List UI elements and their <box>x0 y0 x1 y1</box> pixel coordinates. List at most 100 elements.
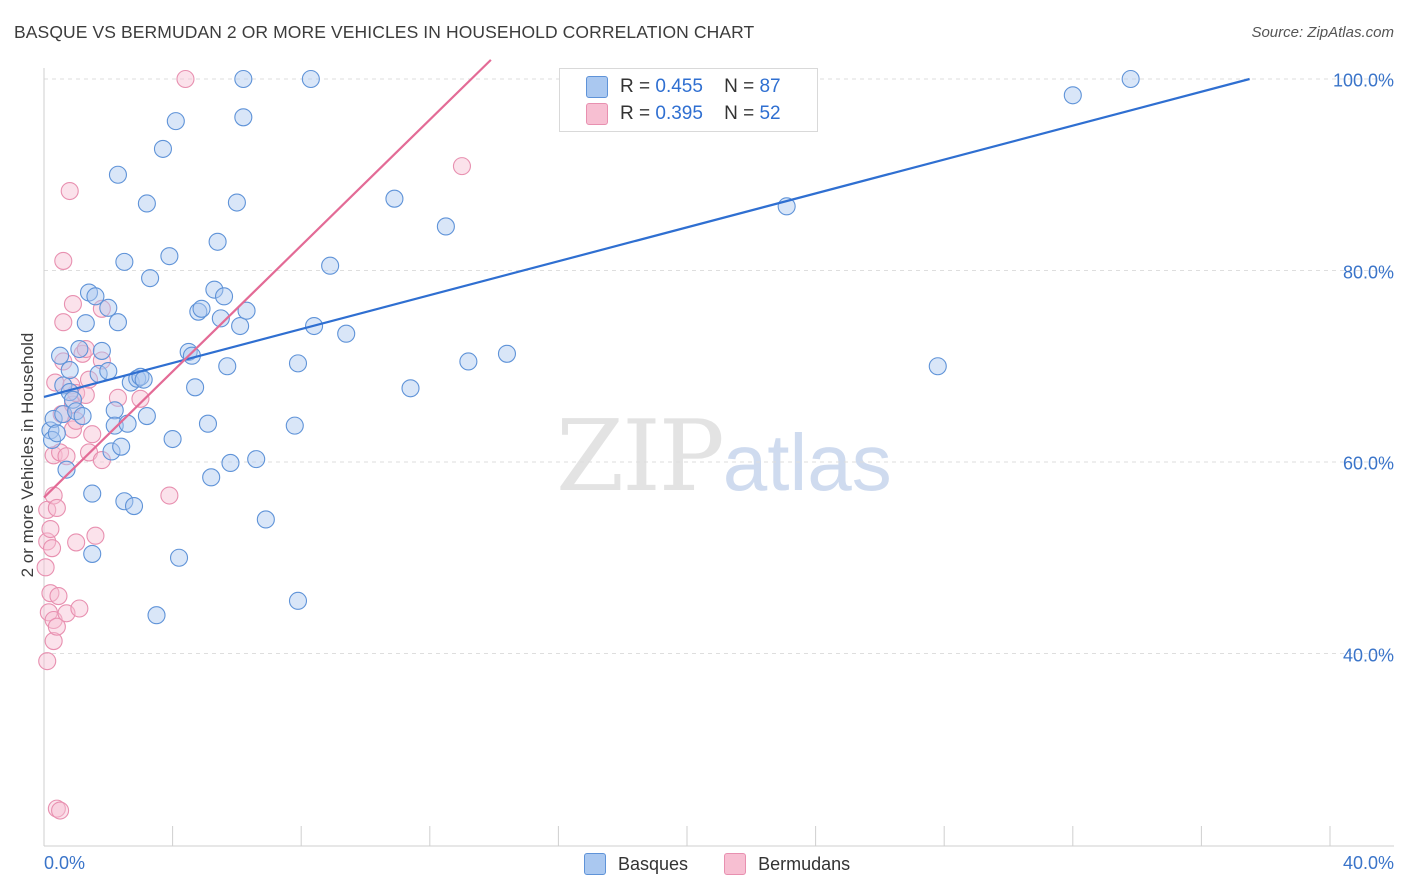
basques-point <box>92 341 111 360</box>
basques-point <box>234 69 253 89</box>
basques-point <box>115 252 134 271</box>
basques-point <box>192 299 211 318</box>
basques-point <box>137 194 156 213</box>
basques-point <box>227 193 246 212</box>
bermudans-point <box>63 294 82 314</box>
bermudans-r-label: R = <box>620 103 651 124</box>
bermudans-r-value: 0.395 <box>655 103 703 124</box>
bermudans-swatch <box>586 103 608 125</box>
basques-point <box>63 390 82 409</box>
legend-basques-label: Basques <box>618 853 689 874</box>
basques-point <box>147 606 166 625</box>
basques-point <box>160 247 179 266</box>
basques-point <box>73 406 92 426</box>
bermudans-point <box>83 425 102 444</box>
bermudans-point <box>47 498 66 518</box>
basques-point <box>99 298 118 317</box>
bermudans-point <box>49 586 68 606</box>
basques-point <box>108 313 127 332</box>
basques-point <box>70 339 89 359</box>
basques-point <box>166 112 185 131</box>
bermudans-point <box>70 599 89 618</box>
correlation-legend: R = 0.455 N = 87 R = 0.395 N = 52 <box>559 68 818 132</box>
basques-point <box>214 287 234 306</box>
bermudans-point <box>44 632 63 651</box>
basques-trendline <box>43 77 1250 398</box>
series-legend: Basques Bermudans <box>584 853 850 875</box>
basques-point <box>231 316 250 336</box>
y-tick-label: 100.0% <box>1332 70 1394 91</box>
basques-point <box>60 361 79 380</box>
basques-point <box>1121 69 1140 89</box>
bermudans-point <box>76 339 95 359</box>
basques-point <box>234 108 253 127</box>
basques-point <box>237 301 256 320</box>
basques-point <box>321 256 340 275</box>
bermudans-n-value: 52 <box>759 103 781 124</box>
basques-point <box>208 232 227 251</box>
bermudans-point <box>36 558 55 577</box>
legend-bermudans-label: Bermudans <box>758 853 851 874</box>
basques-point <box>436 217 455 236</box>
axes <box>43 68 1394 847</box>
source-credit: Source: ZipAtlas.com <box>1251 24 1394 41</box>
basques-point <box>153 139 173 158</box>
bermudans-point <box>60 181 79 201</box>
basques-point <box>186 378 205 397</box>
basques-point <box>137 406 156 426</box>
basques-point <box>337 324 356 343</box>
basques-point <box>288 354 308 373</box>
bermudans-point <box>67 533 86 552</box>
basques-point <box>57 460 76 479</box>
basques-point <box>218 357 237 376</box>
basques-point <box>83 484 102 503</box>
bermudans-point <box>452 157 472 176</box>
bermudans-point <box>73 344 92 363</box>
bermudans-point <box>42 539 62 558</box>
bermudans-point <box>86 526 105 545</box>
basques-point <box>288 591 308 610</box>
basques-point <box>47 424 66 443</box>
legend-bermudans-swatch <box>724 853 747 875</box>
basques-point <box>497 344 517 363</box>
basques-point <box>115 492 134 511</box>
bermudans-point <box>176 69 195 89</box>
basques-point <box>301 69 320 89</box>
y-tick-label: 40.0% <box>1342 645 1394 665</box>
bermudans-point <box>47 617 66 636</box>
basques-point <box>198 414 218 433</box>
basques-swatch <box>586 76 608 98</box>
bermudans-point <box>38 652 57 671</box>
basques-point <box>459 352 478 371</box>
bermudans-point <box>54 313 73 332</box>
basques-point <box>44 409 63 428</box>
chart-title: BASQUE VS BERMUDAN 2 OR MORE VEHICLES IN… <box>14 22 755 42</box>
basques-point <box>102 442 121 461</box>
bermudans-point <box>92 351 111 370</box>
basques-point <box>118 414 137 433</box>
basques-point <box>202 468 221 487</box>
gridlines <box>44 78 1394 654</box>
legend-row-basques: R = 0.455 N = 87 <box>586 75 781 99</box>
basques-point <box>134 370 153 389</box>
basques-point <box>141 269 160 288</box>
bermudans-point <box>41 519 60 539</box>
bermudans-n-label: N = <box>724 103 755 124</box>
basques-point <box>76 314 95 333</box>
basques-point <box>401 379 420 398</box>
basques-point <box>285 416 304 435</box>
bermudans-point <box>47 799 66 818</box>
basques-point <box>221 453 240 473</box>
basques-point <box>169 548 189 567</box>
bermudans-point <box>51 801 70 820</box>
basques-point <box>256 510 275 529</box>
y-axis-label: 2 or more Vehicles in Household <box>18 332 37 578</box>
x-tick-label-max: 40.0% <box>1342 853 1394 873</box>
watermark-zip: ZIP <box>556 400 725 514</box>
basques-point <box>124 496 144 516</box>
legend-basques-swatch <box>584 853 606 875</box>
basques-n-value: 87 <box>759 76 781 97</box>
basques-point <box>105 401 124 420</box>
x-tick-label-min: 0.0% <box>44 853 86 873</box>
